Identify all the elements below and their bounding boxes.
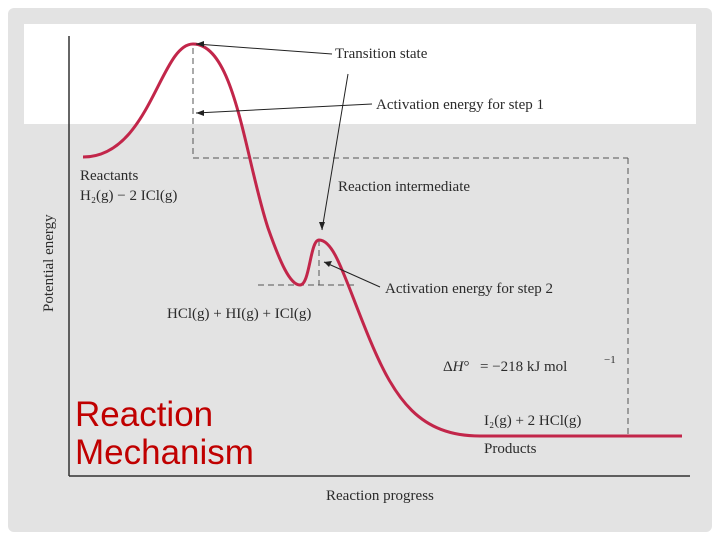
- slide-title-line-2: Mechanism: [75, 433, 254, 472]
- x-axis-label: Reaction progress: [326, 488, 434, 504]
- reactants-formula: H₂(g) − 2 ICl(g): [80, 188, 177, 204]
- y-axis-label: Potential energy: [41, 214, 57, 312]
- energy-curve: [82, 42, 682, 438]
- activation-step2-leader: [323, 261, 381, 288]
- transition-state-leader: [195, 43, 333, 55]
- transition-state-arrowhead: [196, 41, 204, 47]
- reactants-label: Reactants: [80, 168, 138, 184]
- activation-step2-label: Activation energy for step 2: [385, 281, 553, 297]
- slide-title-line-1: Reaction: [75, 395, 214, 434]
- delta-h-exponent: −1: [604, 354, 616, 366]
- transition-state-label: Transition state: [335, 46, 428, 62]
- products-label: Products: [484, 441, 537, 457]
- products-formula: I₂(g) + 2 HCl(g): [484, 413, 581, 429]
- intermediate-leader: [321, 73, 349, 231]
- slide-title: Reaction Mechanism: [75, 396, 254, 472]
- diagram-header-panel: [24, 24, 696, 124]
- intermediate-arrowhead: [319, 222, 325, 230]
- activation-step1-label: Activation energy for step 1: [376, 97, 544, 113]
- activation-step2-arrowhead: [324, 261, 332, 267]
- activation-step1-leader: [195, 103, 373, 114]
- delta-h-value: = −218 kJ mol: [480, 359, 567, 375]
- activation-step1-arrowhead: [196, 110, 204, 116]
- reaction-intermediate-label: Reaction intermediate: [338, 179, 470, 195]
- delta-h-symbol: ΔH°: [443, 359, 470, 375]
- intermediate-species-label: HCl(g) + HI(g) + ICl(g): [167, 306, 311, 322]
